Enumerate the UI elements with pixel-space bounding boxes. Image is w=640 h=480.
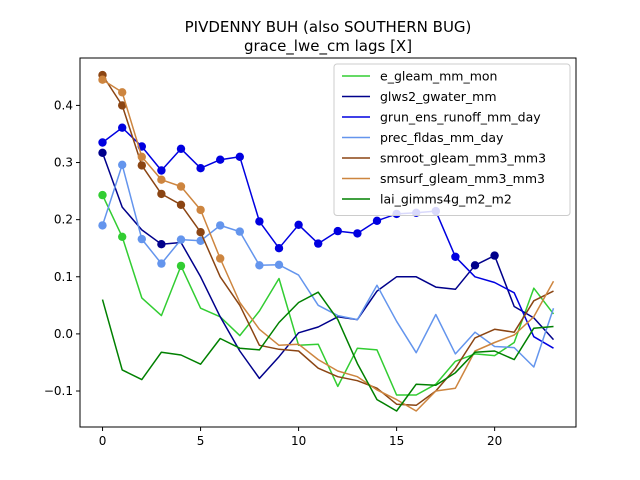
data-point (176, 144, 186, 153)
x-tick-label: 10 (291, 434, 306, 448)
data-point (176, 235, 186, 244)
data-point (137, 234, 146, 244)
data-point (137, 161, 146, 170)
data-point (235, 152, 244, 161)
data-point (490, 251, 499, 260)
data-point (176, 261, 186, 271)
data-point (353, 229, 362, 238)
y-tick-label: 0.2 (54, 213, 73, 227)
legend-label: smsurf_gleam_mm3_mm3 (380, 171, 545, 186)
legend-label: glws2_gwater_mm (380, 89, 497, 104)
data-point (372, 216, 382, 225)
data-point (216, 155, 225, 164)
data-point (118, 232, 127, 241)
series-smroot_gleam_mm3_mm3 (98, 70, 554, 407)
data-point (333, 226, 342, 236)
x-tick-label: 5 (197, 434, 205, 448)
data-point (314, 239, 323, 248)
y-tick-label: 0.4 (54, 98, 73, 112)
y-tick-label: 0.0 (54, 327, 73, 341)
data-point (98, 75, 107, 84)
axes-frame (79, 57, 577, 428)
data-point (294, 220, 303, 229)
data-point (118, 88, 127, 97)
y-tick-label: 0.1 (54, 270, 73, 284)
data-point (255, 217, 264, 226)
y-axis-ticks: −0.1 0.0 0.1 0.2 0.3 0.4 (44, 98, 80, 398)
x-tick-label: 0 (99, 434, 107, 448)
data-point (98, 148, 107, 157)
x-tick-label: 20 (487, 434, 502, 448)
series-line (101, 164, 555, 368)
data-point (274, 260, 284, 269)
data-point (118, 101, 127, 110)
chart-subtitle: grace_lwe_cm lags [X] (244, 37, 412, 56)
plot-area (98, 70, 555, 412)
data-point (157, 189, 166, 199)
legend-label: prec_fldas_mm_day (380, 130, 504, 145)
chart-title: PIVDENNY BUH (also SOUTHERN BUG) (185, 18, 472, 36)
data-point (470, 261, 480, 270)
data-point (274, 244, 284, 253)
legend-label: lai_gimms4g_m2_m2 (380, 192, 512, 207)
data-point (137, 152, 146, 161)
data-point (255, 261, 264, 270)
x-tick-label: 15 (389, 434, 404, 448)
series-line (101, 291, 554, 412)
data-point (216, 221, 225, 230)
data-point (235, 227, 244, 236)
y-tick-label: 0.3 (54, 156, 73, 170)
legend-label: smroot_gleam_mm3_mm3 (380, 151, 546, 166)
legend: e_gleam_mm_mon glws2_gwater_mm grun_ens_ru… (333, 63, 571, 216)
series-smsurf_gleam_mm3_mm3 (98, 75, 555, 412)
data-point (98, 221, 107, 230)
legend-label: grun_ens_runoff_mm_day (380, 110, 541, 125)
data-point (176, 182, 186, 191)
data-point (451, 252, 460, 261)
data-point (176, 200, 186, 209)
data-point (157, 240, 166, 249)
data-point (216, 254, 225, 263)
data-point (196, 228, 205, 237)
y-tick-label: −0.1 (44, 384, 73, 398)
legend-box (333, 63, 571, 216)
x-axis-ticks: 0 5 10 15 20 (99, 427, 502, 448)
series-prec_fldas_mm_day (98, 160, 555, 368)
data-point (118, 160, 127, 169)
data-point (118, 123, 127, 132)
data-point (196, 164, 205, 173)
data-point (157, 166, 166, 175)
series-lai_gimms4g_m2_m2 (101, 291, 554, 412)
data-point (196, 205, 205, 215)
legend-label: e_gleam_mm_mon (380, 69, 497, 84)
data-point (157, 259, 166, 268)
data-point (98, 138, 107, 147)
data-point (98, 190, 107, 200)
series-line (102, 126, 554, 349)
data-point (157, 175, 166, 184)
